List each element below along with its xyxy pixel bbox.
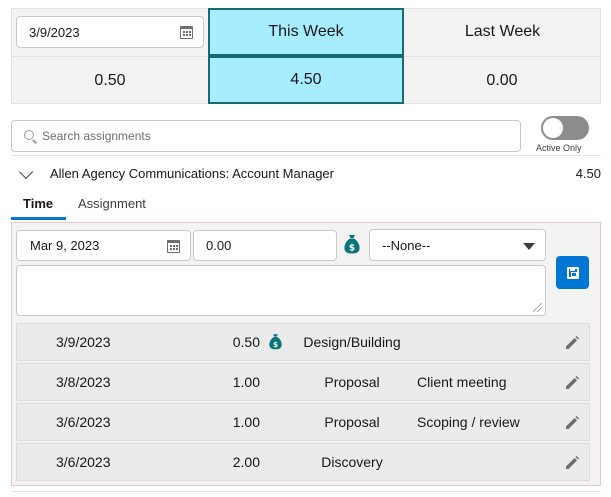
entry-task: Design/Building — [303, 334, 401, 350]
pencil-edit-icon[interactable] — [564, 375, 580, 391]
entry-date: 3/6/2023 — [56, 454, 111, 470]
resize-handle-icon[interactable] — [533, 303, 542, 312]
summary-date-value: 3/9/2023 — [29, 24, 80, 40]
pencil-edit-icon[interactable] — [564, 415, 580, 431]
active-only-toggle[interactable] — [541, 116, 589, 140]
tab-assignment[interactable]: Assignment — [78, 196, 146, 211]
today-hours-cell: 0.50 — [12, 57, 208, 104]
assignment-title[interactable]: Allen Agency Communications: Account Man… — [50, 166, 334, 181]
entry-description: Client meeting — [417, 374, 507, 390]
last-week-label: Last Week — [464, 23, 541, 40]
task-select[interactable]: --None-- — [369, 229, 546, 261]
entry-date: 3/6/2023 — [56, 414, 111, 430]
chevron-down-icon[interactable] — [18, 164, 34, 180]
entry-task: Proposal — [324, 414, 380, 430]
this-week-hours-cell[interactable]: 4.50 — [208, 56, 404, 104]
assignment-total-hours: 4.50 — [575, 166, 601, 181]
entry-hours-value: 0.00 — [206, 238, 232, 253]
entry-date: 3/8/2023 — [56, 374, 111, 390]
search-icon — [24, 130, 34, 140]
pencil-edit-icon[interactable] — [564, 455, 580, 471]
search-box[interactable] — [11, 120, 521, 152]
time-entry-row[interactable]: 3/6/2023 1.00 Proposal Scoping / review — [16, 403, 590, 441]
billable-money-bag-icon[interactable]: $ — [344, 234, 360, 254]
entry-hours: 0.50 — [232, 334, 260, 350]
caret-down-icon — [523, 243, 535, 250]
last-week-header[interactable]: Last Week — [404, 8, 601, 56]
entry-date-value: Mar 9, 2023 — [30, 238, 100, 253]
save-button[interactable] — [556, 256, 589, 289]
entry-hours: 1.00 — [232, 414, 260, 430]
entry-hours: 1.00 — [232, 374, 260, 390]
tab-time[interactable]: Time — [11, 196, 66, 220]
today-hours-value: 0.50 — [94, 71, 126, 89]
this-week-header[interactable]: This Week — [208, 8, 404, 56]
entry-hours-field[interactable]: 0.00 — [193, 230, 337, 261]
divider — [11, 491, 601, 492]
last-week-hours-value: 0.00 — [486, 71, 518, 89]
time-entry-row[interactable]: 3/6/2023 2.00 Discovery — [16, 443, 590, 481]
entry-task: Discovery — [321, 454, 383, 470]
entry-description: Scoping / review — [417, 414, 520, 430]
billable-money-bag-icon: $ — [269, 334, 282, 350]
this-week-hours-value: 4.50 — [290, 71, 322, 88]
last-week-hours-cell[interactable]: 0.00 — [404, 57, 600, 104]
notes-textarea[interactable] — [16, 265, 546, 316]
task-select-value: --None-- — [382, 237, 431, 253]
this-week-label: This Week — [268, 23, 344, 40]
calendar-icon[interactable] — [167, 240, 180, 253]
entry-hours: 2.00 — [232, 454, 260, 470]
toggle-knob — [543, 118, 563, 138]
active-only-label: Active Only — [536, 143, 582, 153]
calendar-icon[interactable] — [180, 26, 193, 39]
svg-text:$: $ — [349, 244, 355, 254]
search-input[interactable] — [42, 121, 512, 151]
divider — [11, 155, 601, 156]
summary-date-input[interactable]: 3/9/2023 — [16, 16, 204, 48]
pencil-edit-icon[interactable] — [564, 335, 580, 351]
entry-task: Proposal — [324, 374, 380, 390]
entry-date-field[interactable]: Mar 9, 2023 — [16, 230, 191, 261]
time-entry-row[interactable]: 3/9/2023 0.50 $ Design/Building — [16, 323, 590, 361]
svg-text:$: $ — [273, 340, 278, 349]
time-entry-row[interactable]: 3/8/2023 1.00 Proposal Client meeting — [16, 363, 590, 401]
entry-date: 3/9/2023 — [56, 334, 111, 350]
save-icon — [566, 266, 579, 279]
